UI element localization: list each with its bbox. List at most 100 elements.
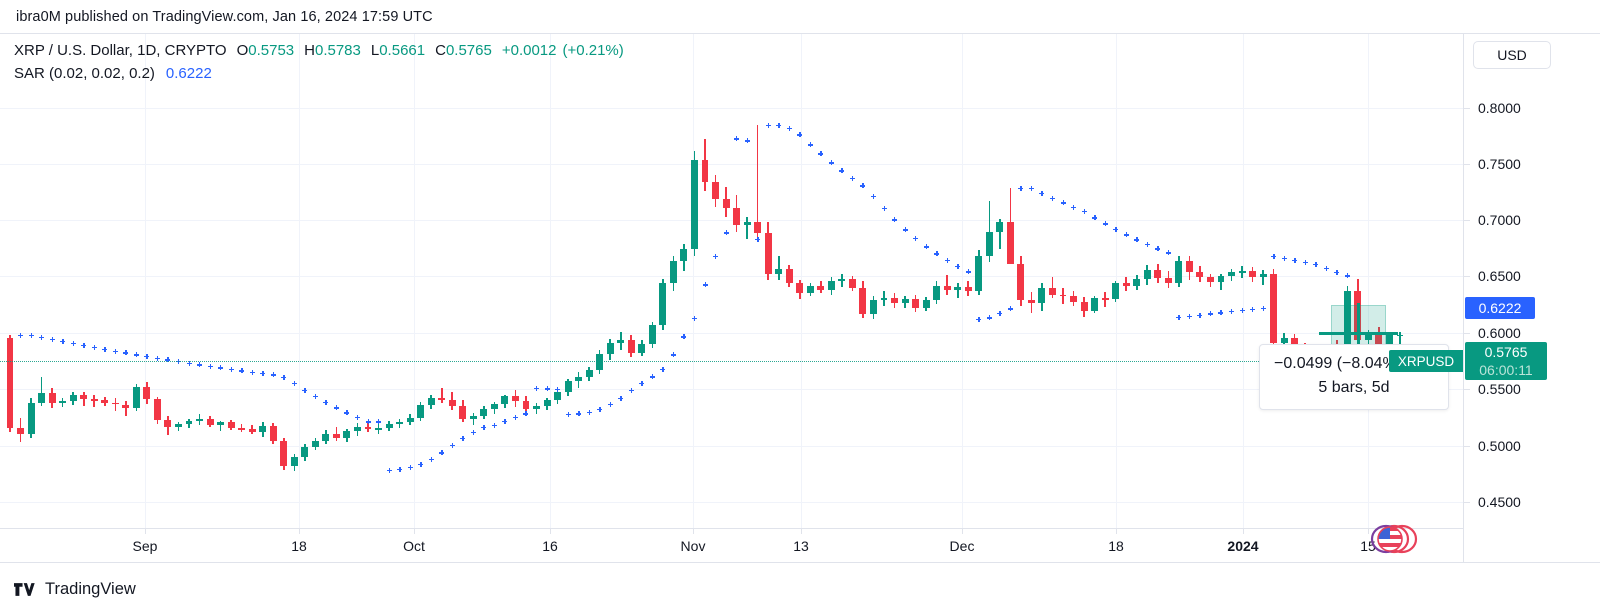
candle-body <box>891 298 898 304</box>
candle-body <box>501 396 509 404</box>
candle-body <box>122 404 130 408</box>
symbol-price-tag[interactable]: XRPUSD <box>1389 350 1463 372</box>
candle-wick <box>1399 332 1401 348</box>
candle-body <box>1375 332 1383 349</box>
currency-badge[interactable]: USD <box>1473 41 1551 69</box>
sar-dot <box>1050 195 1055 201</box>
candle-body <box>469 415 477 419</box>
sar-dot <box>1313 261 1319 267</box>
candle-body <box>1343 290 1351 351</box>
current-price-tag[interactable]: 0.5765 06:00:11 <box>1465 342 1547 380</box>
sar-dot <box>312 394 318 400</box>
candle-body <box>438 398 446 400</box>
candle-body <box>912 298 920 309</box>
candle-body <box>206 418 214 425</box>
candle-body <box>1259 273 1267 277</box>
candle-body <box>27 403 35 435</box>
sar-dot <box>839 168 845 174</box>
candle-body <box>733 208 741 226</box>
candle-body <box>217 422 225 425</box>
candle-wick <box>125 401 127 417</box>
candle-wick <box>219 420 222 432</box>
candle-body <box>996 221 1004 232</box>
sar-dot <box>755 236 761 242</box>
candle-body <box>343 431 351 438</box>
sar-dot <box>639 380 645 386</box>
sar-dot <box>1007 306 1013 312</box>
sar-dot <box>1281 255 1287 261</box>
sar-dot <box>1292 257 1298 263</box>
time-axis-tick <box>414 529 415 534</box>
sar-dot <box>628 387 634 393</box>
vertical-gridline <box>145 34 146 528</box>
candle-wick <box>472 413 475 426</box>
candle-body <box>175 424 182 428</box>
sar-dot <box>986 315 992 321</box>
candle-body <box>153 398 161 420</box>
candle-body <box>922 299 930 309</box>
sar-dot <box>597 406 603 412</box>
price-axis-label: 0.7500 <box>1478 156 1521 172</box>
sar-dot <box>976 316 982 322</box>
sar-dot <box>828 160 834 166</box>
candle-body <box>1291 337 1299 348</box>
candle-body <box>585 369 593 378</box>
candle-body <box>722 199 730 209</box>
price-axis-label: 0.5000 <box>1478 438 1521 454</box>
horizontal-gridline <box>0 220 1463 221</box>
sar-dot <box>1134 237 1140 243</box>
candle-body <box>764 232 772 274</box>
candle-body <box>1101 298 1109 300</box>
candle-body <box>1238 271 1246 273</box>
sar-dot <box>1081 208 1087 214</box>
sar-dot <box>228 366 234 372</box>
sar-dot <box>576 411 582 417</box>
price-axis-tick <box>1464 108 1470 109</box>
time-axis-tick <box>693 529 694 534</box>
candle-body <box>1228 272 1235 277</box>
time-axis[interactable]: Sep 18 Oct 16 Nov 13 Dec 18 2024 15 <box>0 528 1463 562</box>
bar-countdown: 06:00:11 <box>1479 362 1533 378</box>
sar-dot <box>1060 200 1066 206</box>
candle-body <box>1091 298 1099 311</box>
sar-dot <box>281 375 287 381</box>
sar-price-tag[interactable]: 0.6222 <box>1465 297 1535 319</box>
sar-dot <box>60 339 66 345</box>
price-axis[interactable]: 0.8000 0.7500 0.7000 0.6500 0.6000 0.5500 0.50… <box>1389 34 1600 562</box>
sar-dot <box>1155 246 1161 252</box>
sar-dot <box>923 244 929 250</box>
candle-body <box>248 429 256 433</box>
vertical-gridline <box>1116 34 1117 528</box>
candle-body <box>933 285 941 300</box>
candle-wick <box>398 419 401 428</box>
vertical-gridline <box>550 34 551 528</box>
sar-dot <box>1344 273 1350 279</box>
sar-dot <box>102 346 108 352</box>
sar-dot <box>428 456 434 462</box>
sar-dot <box>660 366 666 372</box>
candle-body <box>90 398 98 401</box>
price-axis-tick <box>1464 389 1470 390</box>
candle-body <box>38 393 46 404</box>
currency-badge-label: USD <box>1497 47 1527 63</box>
sar-dot <box>1028 185 1034 191</box>
chart-pane[interactable]: −0.0499 (−8.04%) −499 5 bars, 5d <box>0 34 1463 562</box>
candle-body <box>796 282 804 294</box>
candle-wick <box>1262 269 1264 286</box>
price-axis-label: 0.4500 <box>1478 494 1521 510</box>
sar-dot <box>913 236 919 242</box>
current-price-line <box>0 361 1463 362</box>
sar-dot <box>239 368 245 374</box>
candle-body <box>543 400 551 406</box>
sar-dot <box>207 363 213 369</box>
sar-dot <box>165 357 171 363</box>
sar-dot <box>607 402 613 408</box>
sar-dot <box>734 136 740 142</box>
candle-body <box>111 402 119 405</box>
candle-body <box>1206 277 1214 282</box>
horizontal-gridline <box>0 276 1463 277</box>
time-axis-label: Dec <box>949 538 975 554</box>
price-axis-tick <box>1464 333 1470 334</box>
sar-dot <box>713 253 719 259</box>
candle-body <box>985 231 993 257</box>
